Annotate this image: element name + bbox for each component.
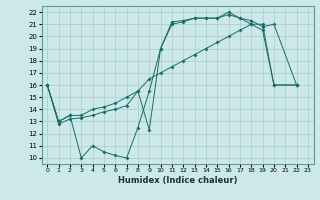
X-axis label: Humidex (Indice chaleur): Humidex (Indice chaleur)	[118, 176, 237, 185]
